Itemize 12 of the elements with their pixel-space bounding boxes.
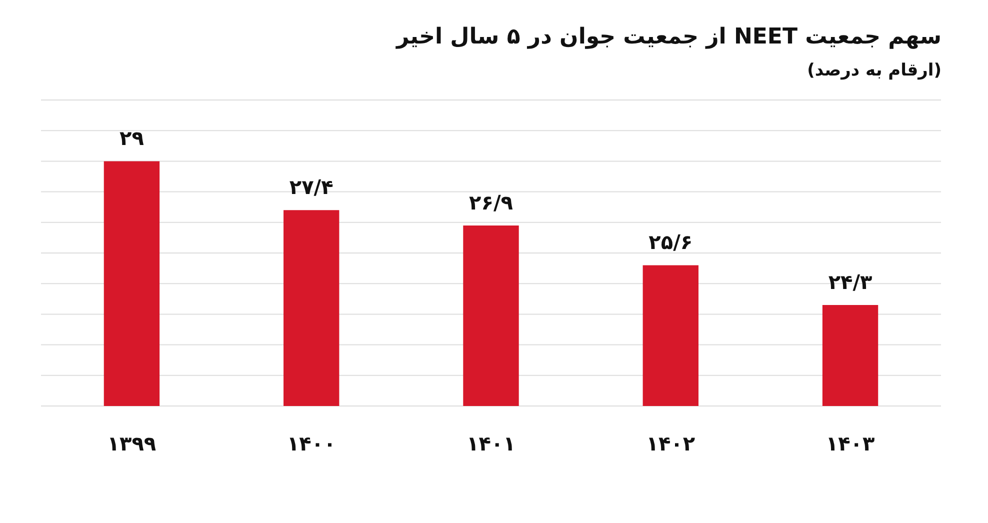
chart-subtitle: (ارقام به درصد) — [807, 60, 942, 80]
data-label: ۲۶/۹ — [469, 190, 513, 214]
data-label: ۲۹ — [120, 126, 144, 150]
x-tick-label: ۱۳۹۹ — [107, 432, 156, 456]
x-tick-label: ۱۴۰۲ — [646, 432, 696, 456]
chart-title: سهم جمعیت NEET از جمعیت جوان در ۵ سال اخیر — [395, 24, 942, 50]
x-tick-label: ۱۴۰۳ — [826, 432, 875, 456]
data-label: ۲۵/۶ — [648, 230, 693, 254]
x-tick-label: ۱۴۰۰ — [286, 432, 336, 456]
data-label: ۲۴/۳ — [828, 270, 872, 294]
x-tick-label: ۱۴۰۱ — [466, 432, 516, 456]
data-label: ۲۷/۴ — [289, 175, 334, 200]
